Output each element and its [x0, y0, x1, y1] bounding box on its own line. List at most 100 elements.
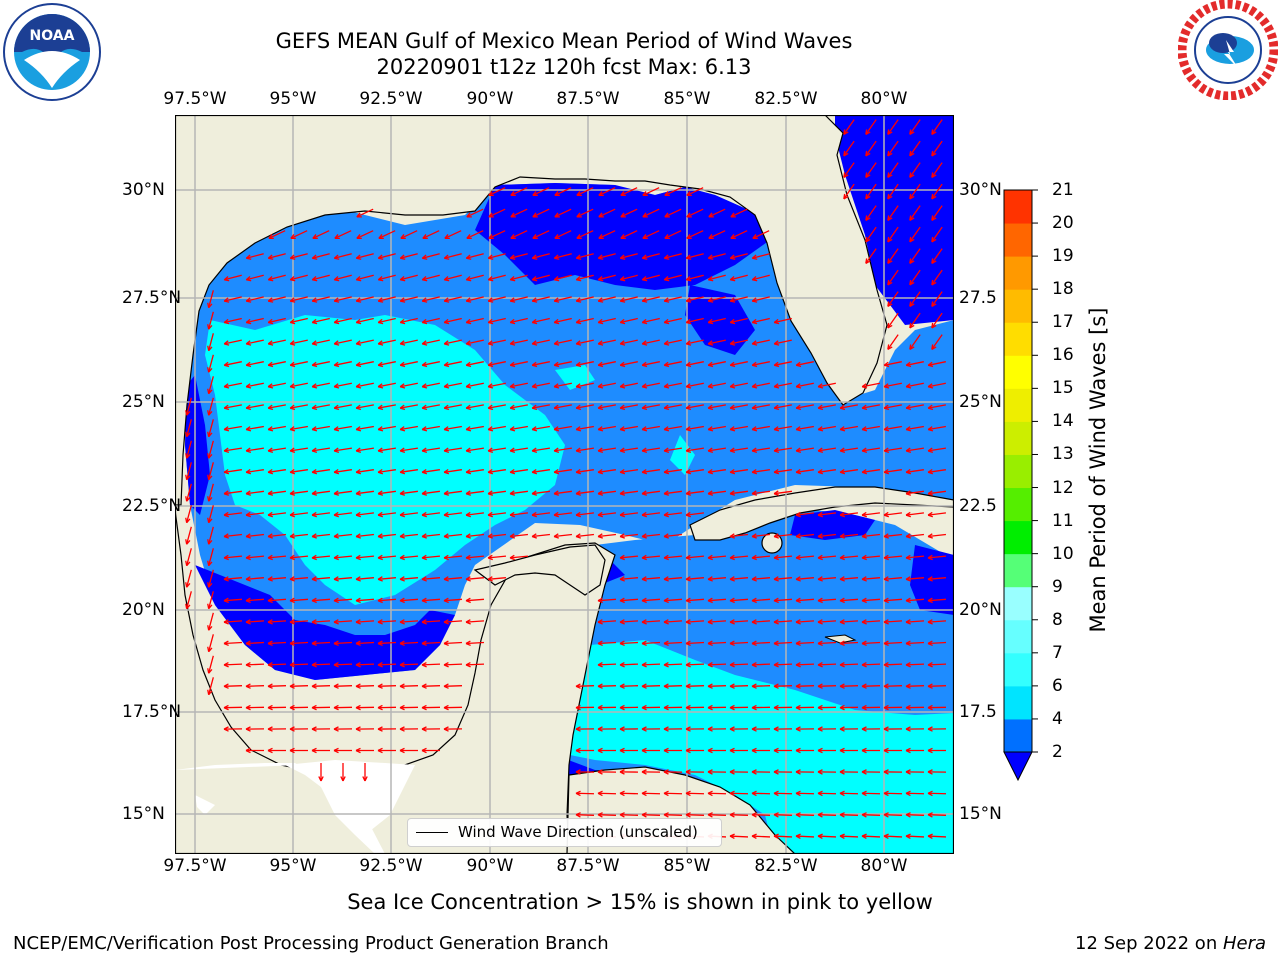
wind-arrow: [927, 683, 947, 689]
map-subtitle-forecast: 20220901 t12z 120h fcst Max: 6.13: [376, 55, 752, 79]
wind-arrow: [883, 704, 903, 711]
wind-arrow: [575, 253, 594, 260]
colorbar-tick-10: 14: [1052, 411, 1074, 432]
wind-arrow: [532, 208, 550, 218]
wind-arrow: [355, 576, 375, 582]
lon-tick-bottom-5: 85°W: [663, 856, 711, 876]
wind-arrow: [597, 361, 616, 368]
wind-arrow: [861, 619, 881, 625]
wind-arrow: [707, 704, 727, 711]
wind-arrow: [223, 339, 242, 346]
wind-arrow: [421, 533, 441, 539]
wind-arrow: [751, 726, 771, 732]
wind-arrow: [663, 253, 682, 260]
wind-arrow: [619, 597, 639, 604]
wind-arrow: [597, 619, 617, 625]
wind-arrow: [465, 576, 485, 582]
wind-arrow: [443, 404, 462, 411]
wind-arrow: [443, 619, 463, 625]
wind-arrow: [729, 619, 749, 625]
wind-arrow: [245, 382, 264, 389]
wind-arrow: [685, 361, 704, 368]
wind-arrow: [465, 490, 485, 496]
wind-arrow: [795, 468, 814, 475]
wind-arrow: [839, 704, 859, 711]
wind-arrow: [267, 640, 287, 647]
wind-arrow: [207, 569, 214, 588]
wind-arrow: [289, 704, 309, 711]
wind-arrow: [531, 361, 550, 368]
lat-tick-right-6: 15°N: [959, 804, 1002, 824]
wind-arrow: [861, 747, 881, 754]
wind-arrow: [355, 274, 374, 282]
wind-arrow: [641, 253, 660, 260]
wind-arrow: [641, 597, 661, 604]
lon-tick-top-7: 80°W: [860, 89, 908, 109]
lon-tick-bottom-6: 82.5°W: [754, 856, 818, 876]
map-title: GEFS MEAN Gulf of Mexico Mean Period of …: [275, 29, 853, 53]
wind-arrow: [883, 597, 903, 604]
wind-arrow: [619, 296, 638, 303]
wind-arrow: [641, 812, 661, 818]
wind-arrow: [729, 683, 749, 689]
footer-machine: Hera: [1222, 933, 1266, 954]
wind-arrow: [399, 447, 418, 453]
wind-arrow: [355, 490, 375, 496]
wind-arrow: [377, 704, 397, 711]
wind-arrow: [267, 597, 287, 604]
colorbar: [1000, 186, 1040, 786]
wind-arrow: [597, 425, 616, 432]
wind-arrow: [839, 726, 859, 732]
colorbar-tick-17: 21: [1052, 180, 1074, 200]
wind-arrow: [795, 597, 815, 604]
wind-arrow: [487, 404, 506, 411]
wind-arrow: [311, 554, 331, 561]
wind-arrow: [773, 597, 793, 604]
lat-tick-left-5: 17.5°N: [122, 702, 182, 722]
wind-arrow: [399, 747, 419, 754]
wind-arrow: [223, 361, 242, 368]
wind-arrow: [843, 119, 855, 135]
wind-arrow: [729, 576, 749, 582]
wind-arrow: [597, 597, 617, 604]
wind-arrow: [443, 317, 462, 325]
wind-arrow: [663, 554, 683, 561]
wind-arrow: [927, 812, 947, 818]
wind-arrow: [245, 640, 265, 647]
wind-arrow: [311, 490, 331, 496]
wind-arrow: [207, 591, 214, 610]
wind-arrow: [311, 382, 330, 389]
wind-arrow: [729, 274, 748, 282]
wind-arrow: [641, 747, 661, 754]
wind-arrow: [861, 511, 881, 518]
wind-arrow: [909, 269, 921, 286]
wind-arrow: [487, 576, 507, 582]
wind-arrow: [597, 511, 617, 518]
wind-arrow: [223, 576, 243, 582]
wind-arrow: [729, 339, 748, 346]
wind-arrow: [883, 619, 903, 625]
wind-arrow: [185, 462, 192, 481]
wind-arrow: [795, 812, 815, 818]
wind-arrow: [887, 140, 899, 157]
wind-arrow: [487, 468, 506, 475]
wind-arrow: [377, 447, 396, 453]
wind-arrow: [707, 274, 726, 282]
wind-arrow: [619, 769, 639, 775]
wind-arrow: [333, 661, 353, 668]
lon-tick-top-4: 87.5°W: [556, 89, 620, 109]
wind-arrow: [207, 290, 214, 309]
wind-arrow: [207, 677, 214, 696]
wind-arrow: [729, 382, 748, 389]
wind-arrow: [185, 591, 192, 610]
wind-arrow: [421, 726, 441, 732]
wind-arrow: [927, 447, 946, 453]
wind-arrow: [931, 183, 943, 200]
wind-arrow: [795, 726, 815, 732]
wind-arrow: [311, 317, 330, 325]
wind-arrow: [597, 747, 617, 754]
wind-arrow: [333, 490, 353, 496]
wind-arrow: [664, 187, 682, 197]
wind-arrow: [861, 833, 881, 840]
colorbar-segment: [1004, 388, 1032, 422]
